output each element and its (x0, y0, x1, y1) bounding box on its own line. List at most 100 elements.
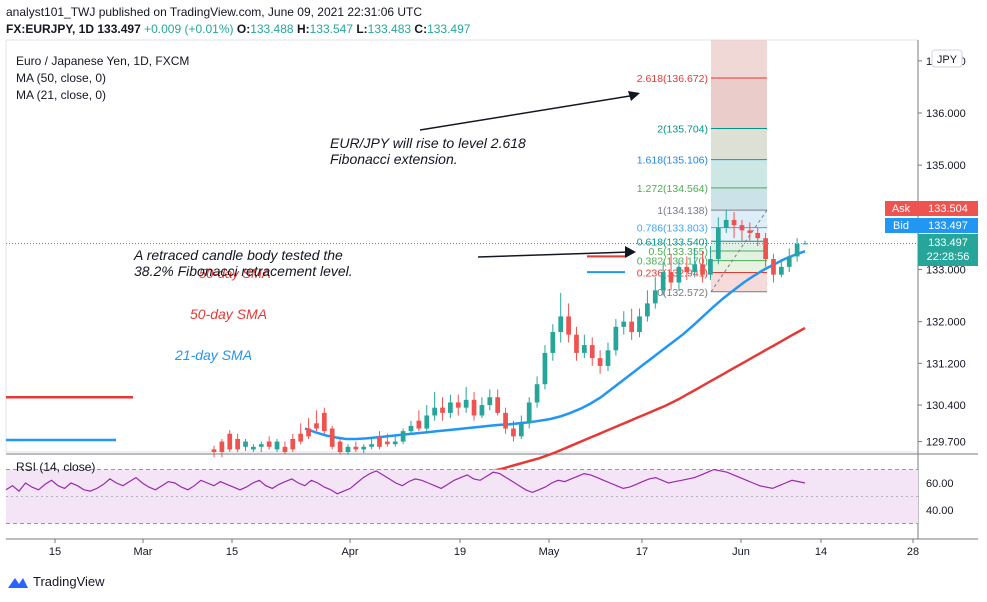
candle-body (416, 420, 422, 429)
candle-body (487, 397, 493, 406)
fib-zone (711, 210, 767, 228)
bid-tag: Bid 133.497 (885, 218, 978, 233)
candle-body (518, 423, 524, 437)
candle-body (605, 350, 611, 366)
fib-level-label: 0.786(133.803) (637, 223, 708, 235)
time-tick-label: May (539, 546, 560, 558)
candle-body (676, 266, 682, 283)
candle-body (306, 428, 311, 437)
sma50-overlap-label: 50-day SMA (199, 266, 271, 281)
rsi-tick-label: 40.00 (926, 505, 954, 517)
candle-body (314, 423, 319, 429)
fib-note-line1: EUR/JPY will rise to level 2.618 (330, 135, 526, 151)
candle-body (731, 219, 737, 226)
candle-body (684, 266, 690, 273)
candle-body (597, 358, 603, 366)
fib-level-label: 1(134.138) (657, 205, 708, 217)
ask-price: 133.504 (928, 203, 968, 215)
rsi-legend: RSI (14, close) (16, 460, 95, 474)
candle-body (692, 264, 698, 273)
time-tick-label: 15 (49, 546, 61, 558)
candle-body (337, 441, 343, 452)
candle-body (778, 266, 784, 275)
candle-body (786, 256, 792, 267)
currency-button[interactable] (931, 49, 963, 68)
candle-body (353, 446, 359, 450)
publish-info: analyst101_TWJ published on TradingView.… (6, 5, 423, 19)
candle-body (637, 316, 642, 333)
chart-axes: 137.000136.000135.000133.000132.000131.2… (49, 56, 966, 558)
high-value: 133.547 (309, 22, 353, 36)
candle-body (282, 446, 288, 452)
candle-body (621, 321, 627, 327)
bid-price: 133.497 (928, 220, 968, 232)
candle-body (542, 352, 548, 385)
arrow-to-retracement (477, 246, 636, 258)
fib-note-line2: Fibonacci extension. (330, 151, 458, 167)
footer-brand[interactable]: TradingView (8, 574, 105, 589)
retrace-note-line2: 38.2% Fibonacci retracement level. (134, 263, 353, 279)
bid-label: Bid (893, 220, 909, 232)
fibonacci-tool[interactable]: 2.618(136.672) 2(135.704) 1.618(135.106) 1.… (637, 40, 768, 299)
low-label: L: (356, 22, 368, 36)
fib-zone (711, 187, 767, 211)
fib-level-label: 2.618(136.672) (637, 73, 708, 85)
change-value: +0.009 (+0.01%) (144, 22, 234, 36)
candle-body (345, 446, 351, 452)
candle-body (290, 438, 296, 450)
candle-body (503, 412, 508, 429)
legend-ma21: MA (21, close, 0) (16, 88, 106, 102)
fib-level-label: 0.5(133.355) (648, 246, 708, 258)
time-tick-label: 17 (636, 546, 648, 558)
candle-body (211, 449, 217, 452)
price-tick-label: 131.200 (926, 358, 966, 370)
candle-body (471, 399, 477, 416)
fib-zone-top (711, 40, 767, 78)
legend-ma50: MA (50, close, 0) (16, 71, 106, 85)
symbol-label[interactable]: FX:EURJPY, 1D (6, 22, 95, 36)
legend-title: Euro / Japanese Yen, 1D, FXCM (16, 54, 189, 68)
candle-body (581, 345, 587, 353)
candle-body (298, 433, 304, 442)
candle-body (432, 407, 438, 416)
price-tick-label: 133.000 (926, 264, 966, 276)
fib-level-label: 1.272(134.564) (637, 183, 708, 195)
fib-level-label: 1.618(135.106) (637, 155, 708, 167)
candle-body (392, 441, 398, 445)
rsi-tick-label: 60.00 (926, 478, 954, 490)
candle-body (479, 405, 485, 416)
rsi-pane: 60.00 40.00 (5, 468, 954, 524)
ma21-line (304, 250, 806, 441)
candle-body (558, 316, 564, 333)
candle-body (566, 316, 571, 335)
candle-body (448, 402, 453, 413)
candle-body (534, 384, 540, 403)
arrow-to-extension (419, 91, 640, 131)
candle-body (321, 412, 327, 432)
ask-label: Ask (892, 203, 911, 215)
candle-body (668, 272, 674, 283)
candle-body (526, 402, 532, 424)
candle-body (243, 441, 248, 447)
fib-level-label: 2(135.704) (657, 123, 708, 135)
fib-level-label: 0.618(133.540) (637, 236, 708, 248)
candle-body (652, 290, 658, 304)
candle-body (763, 238, 768, 260)
candle-body (794, 243, 800, 257)
candle-body (266, 441, 272, 447)
last-price-tag: 133.497 22:28:56 (918, 234, 978, 266)
fib-zone (711, 250, 767, 261)
brand-name: TradingView (33, 574, 105, 589)
tradingview-logo-icon (8, 575, 28, 589)
fib-zone (711, 128, 767, 160)
price-tick-label: 132.000 (926, 317, 966, 329)
price-pane-frame (5, 39, 919, 453)
candle-body (700, 264, 705, 275)
ma50-line (479, 326, 806, 475)
candle-body (455, 402, 461, 408)
close-value: 133.497 (427, 22, 471, 36)
close-label: C: (414, 22, 428, 36)
last-price: 133.497 (97, 22, 141, 36)
time-tick-label: 15 (226, 546, 238, 558)
